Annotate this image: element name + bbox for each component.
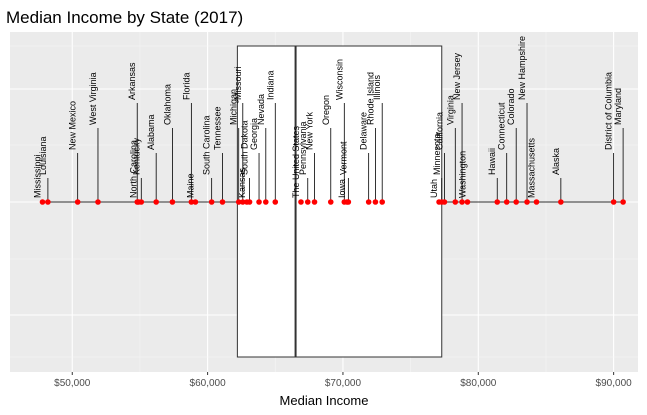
x-tick-label: $90,000 (596, 378, 633, 389)
state-label: Indiana (265, 70, 275, 100)
data-point (188, 199, 195, 205)
state-label: Massachusetts (526, 137, 536, 198)
data-point (192, 199, 199, 205)
state-label: Rhode Island (365, 72, 375, 125)
data-point (263, 199, 269, 205)
state-label: Tennessee (212, 106, 222, 150)
state-label: Maine (185, 173, 195, 198)
state-label: New Jersey (452, 52, 462, 100)
data-point (494, 199, 501, 205)
data-point (235, 199, 242, 205)
state-label: Connecticut (497, 102, 507, 150)
data-point (558, 199, 564, 205)
data-point (272, 199, 279, 205)
data-point (95, 199, 101, 205)
data-point (459, 199, 465, 205)
state-label: Colorado (506, 88, 516, 125)
data-points (39, 199, 626, 205)
state-label: Illinois (372, 74, 382, 100)
state-label: Wisconsin (334, 59, 344, 100)
data-point (524, 199, 530, 205)
data-point (138, 199, 145, 205)
x-tick-label: $80,000 (460, 378, 497, 389)
state-label: Maryland (613, 88, 623, 125)
state-label: Hawaii (487, 148, 497, 175)
x-tick-label: $70,000 (325, 378, 362, 389)
state-label: Vermont (338, 141, 348, 175)
data-point (452, 199, 459, 205)
boxplot (42, 45, 624, 358)
state-label: New York (305, 111, 315, 150)
data-point (256, 199, 262, 205)
label-stems (42, 103, 624, 202)
state-label: Delaware (359, 112, 369, 150)
state-label: Pennsylvania (298, 121, 308, 175)
x-axis-title: Median Income (280, 393, 369, 408)
x-axis-ticks: $50,000 $60,000 $70,000 $80,000 $90,000 (54, 372, 632, 389)
state-label: New Hampshire (517, 36, 527, 100)
data-point (219, 199, 226, 205)
state-label: Georgia (249, 118, 259, 150)
state-label: Iowa (337, 179, 347, 198)
state-label: South Dakota (240, 120, 250, 175)
x-tick-label: $50,000 (54, 378, 91, 389)
state-label: Washington (457, 151, 467, 198)
data-point (441, 199, 448, 205)
data-point (345, 199, 352, 205)
data-point (620, 199, 626, 205)
state-label: Michigan (229, 89, 239, 125)
data-point (169, 199, 176, 205)
state-label: Mississippi (32, 154, 42, 198)
data-point (513, 199, 519, 205)
data-point (239, 199, 246, 205)
data-point (610, 199, 617, 205)
state-label: West Virginia (88, 72, 98, 125)
state-label: Kentucky (131, 137, 141, 175)
data-point (503, 199, 510, 205)
state-label: Utah (429, 179, 439, 198)
state-label: Oregon (321, 95, 331, 125)
data-point (304, 199, 311, 205)
data-point (464, 199, 471, 205)
state-label: Louisiana (38, 136, 48, 175)
data-point (311, 199, 318, 205)
state-label: Minnesota (432, 133, 442, 175)
state-label: Missouri (233, 66, 243, 100)
state-label: The United States (291, 125, 301, 198)
data-point (379, 199, 385, 205)
data-point (74, 199, 81, 205)
state-label: South Carolina (202, 115, 212, 175)
state-label: Arkansas (127, 62, 137, 100)
data-point (372, 199, 379, 205)
boxplot-box (236, 45, 443, 358)
state-label: North Carolina (129, 140, 139, 198)
data-point (153, 199, 159, 205)
x-tick-label: $60,000 (190, 378, 227, 389)
state-label: New Mexico (68, 101, 78, 150)
data-point (533, 199, 540, 205)
data-point (327, 199, 334, 205)
state-label: Virginia (445, 95, 455, 125)
state-label: Alabama (146, 114, 156, 150)
state-label: District of Columbia (604, 72, 614, 150)
state-label: Oklahoma (162, 84, 172, 125)
chart-title: Median Income by State (2017) (6, 8, 243, 27)
state-label: Florida (181, 72, 191, 100)
data-point (39, 199, 46, 205)
state-label: Alaska (551, 148, 561, 175)
data-point (208, 199, 215, 205)
data-point (298, 199, 304, 205)
data-point (365, 199, 372, 205)
data-point (45, 199, 51, 205)
state-label: Nevada (256, 94, 266, 125)
state-label: Kansas (237, 167, 247, 198)
state-label: California (434, 112, 444, 150)
data-point (246, 199, 253, 205)
